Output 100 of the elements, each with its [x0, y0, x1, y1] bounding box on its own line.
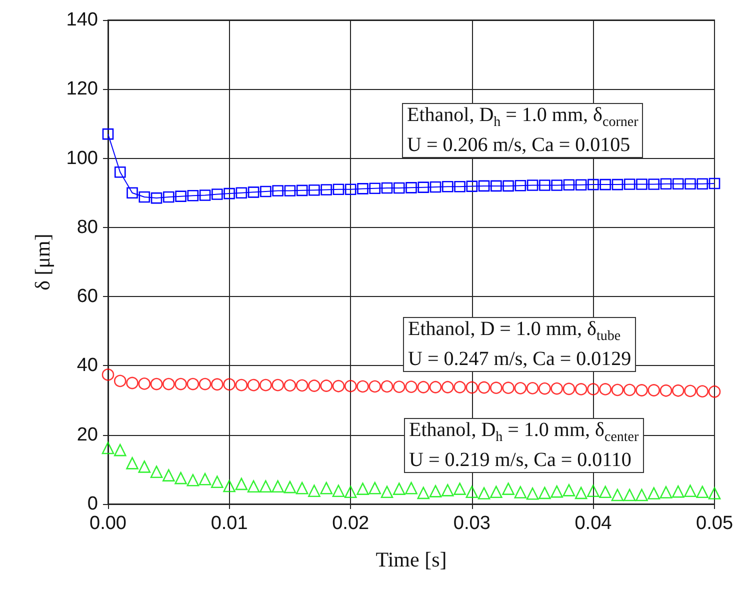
point: [405, 380, 418, 393]
point: [648, 487, 660, 500]
x-tick-label: 0.00: [90, 513, 126, 534]
point: [162, 469, 175, 482]
point: [296, 482, 308, 494]
point: [224, 188, 235, 200]
point: [260, 186, 272, 198]
point: [708, 178, 720, 190]
point: [393, 182, 405, 194]
point: [175, 190, 186, 202]
point: [296, 184, 308, 196]
point: [660, 384, 672, 397]
point: [332, 484, 345, 498]
point: [102, 368, 114, 381]
point: [163, 191, 174, 203]
point: [648, 178, 660, 190]
point: [150, 378, 163, 390]
point: [223, 378, 236, 391]
point: [284, 379, 296, 392]
point: [429, 381, 442, 394]
point: [672, 485, 684, 498]
point: [114, 166, 126, 178]
point: [660, 486, 672, 498]
point: [138, 460, 151, 473]
point: [320, 184, 332, 196]
point: [186, 474, 200, 486]
point: [612, 178, 624, 190]
point: [708, 385, 721, 398]
point: [417, 486, 430, 500]
point: [308, 184, 320, 196]
point: [430, 181, 442, 193]
point: [380, 486, 394, 498]
point: [368, 482, 382, 494]
point: [187, 190, 199, 202]
point: [102, 442, 114, 454]
point: [356, 482, 369, 495]
point: [162, 378, 175, 390]
point: [247, 480, 260, 493]
point: [126, 376, 138, 390]
point: [272, 480, 284, 493]
point: [236, 187, 248, 199]
point: [490, 486, 502, 498]
point: [684, 484, 696, 498]
point: [380, 380, 394, 393]
point: [636, 384, 648, 396]
point: [392, 482, 406, 495]
point: [550, 485, 563, 498]
point: [344, 184, 356, 196]
point: [418, 182, 430, 193]
y-tick-label: 40: [76, 355, 98, 376]
point: [696, 178, 708, 190]
point: [466, 180, 478, 192]
point: [248, 186, 260, 198]
y-tick-label: 140: [66, 10, 98, 30]
point: [478, 180, 490, 192]
point: [308, 484, 320, 498]
annotation: Ethanol, D$_{h}$ = 1.0 mm, δ$_{center}$ U = 0.219 m/s, Ca = 0.0110: [404, 418, 644, 473]
point: [417, 381, 430, 394]
point: [357, 183, 368, 194]
point: [405, 482, 418, 494]
point: [454, 482, 466, 495]
point: [260, 480, 272, 493]
point: [526, 382, 539, 394]
point: [344, 380, 357, 392]
point: [442, 381, 454, 394]
point: [284, 185, 296, 196]
point: [539, 180, 550, 191]
y-tick-label: 0: [87, 494, 98, 514]
point: [223, 480, 236, 492]
point: [198, 472, 212, 486]
point: [150, 466, 163, 478]
point: [381, 182, 393, 194]
point: [442, 180, 454, 192]
point: [260, 378, 272, 392]
point: [672, 384, 684, 397]
point: [636, 488, 648, 502]
point: [526, 180, 538, 191]
point: [199, 190, 211, 201]
point: [102, 128, 114, 140]
point: [211, 476, 224, 488]
point: [284, 480, 296, 494]
point: [247, 378, 260, 392]
point: [186, 378, 200, 390]
point: [696, 385, 709, 398]
point: [296, 379, 308, 392]
point: [623, 488, 636, 502]
point: [332, 380, 345, 392]
point: [624, 178, 636, 190]
y-tick-label: 60: [76, 286, 98, 308]
point: [562, 382, 576, 396]
point: [526, 487, 539, 500]
point: [392, 380, 406, 393]
point: [600, 178, 611, 190]
point: [308, 380, 320, 392]
point: [599, 486, 612, 498]
point: [611, 384, 624, 396]
point: [356, 380, 369, 393]
point: [368, 380, 382, 393]
point: [696, 486, 709, 498]
point: [454, 180, 466, 192]
